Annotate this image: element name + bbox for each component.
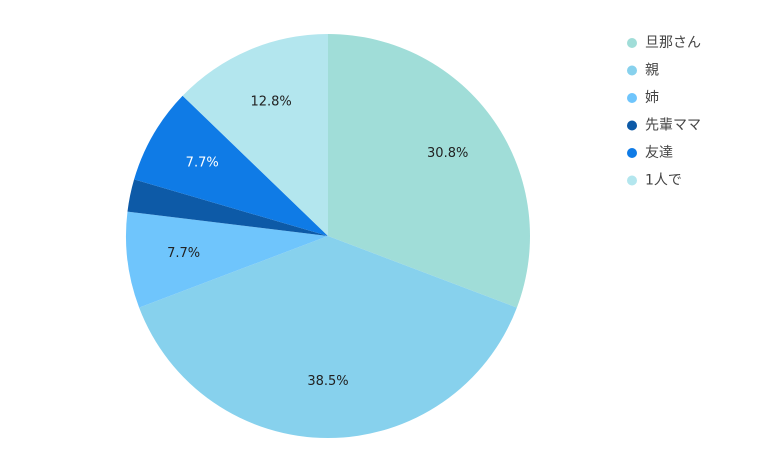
- slice-label: 7.7%: [186, 156, 219, 171]
- legend-marker: [627, 148, 637, 158]
- legend-label: 親: [645, 63, 659, 79]
- legend-marker: [627, 120, 637, 131]
- legend-label: 友達: [645, 145, 673, 161]
- pie-slice: [182, 34, 328, 236]
- legend-marker: [627, 65, 637, 76]
- slice-label: 12.8%: [250, 95, 291, 110]
- legend-label: 1人で: [645, 173, 682, 189]
- pie-slice: [125, 211, 328, 308]
- legend-label: 姉: [645, 90, 659, 106]
- pie-slice: [127, 179, 328, 236]
- legend-marker: [627, 93, 637, 103]
- legend-label: 先輩ママ: [645, 118, 701, 134]
- pie-slice: [139, 236, 517, 438]
- slice-label: 7.7%: [167, 246, 200, 261]
- pie-slice: [134, 95, 328, 237]
- pie-slice: [328, 34, 530, 308]
- slice-label: 38.5%: [307, 374, 348, 389]
- legend-label: 旦那さん: [645, 35, 701, 51]
- legend-marker: [627, 38, 637, 48]
- slice-label: 30.8%: [427, 146, 468, 161]
- legend-marker: [627, 175, 637, 186]
